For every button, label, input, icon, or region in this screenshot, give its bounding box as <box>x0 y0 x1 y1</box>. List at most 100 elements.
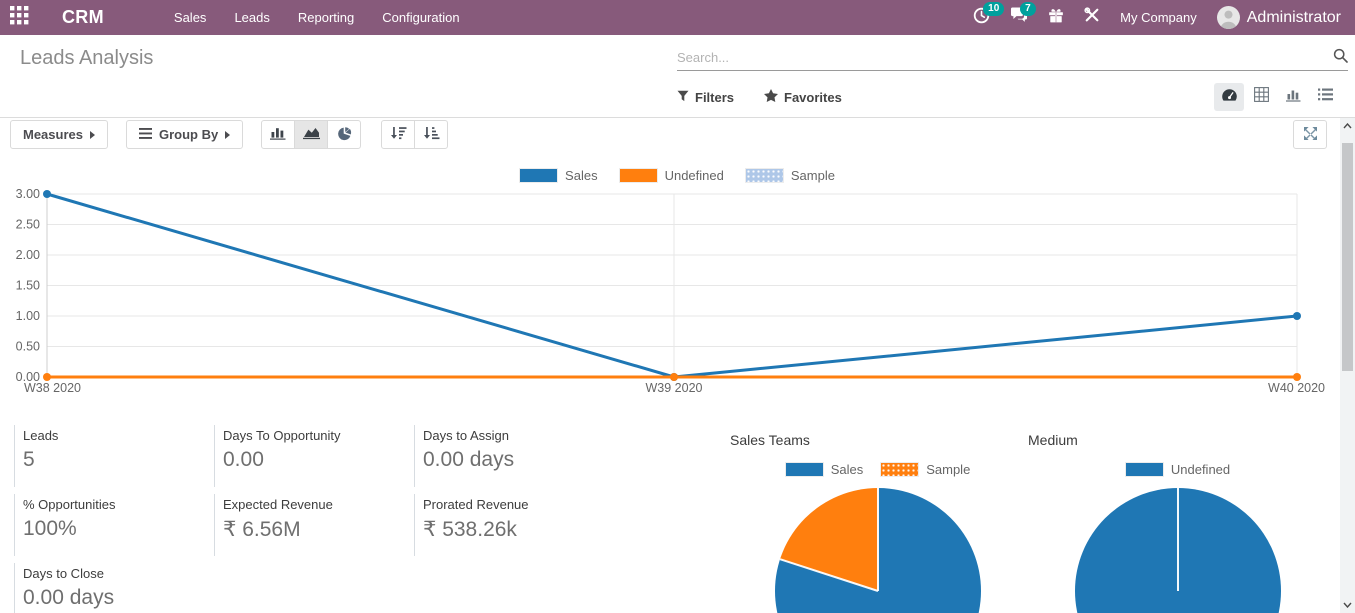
sales-teams-pie[interactable] <box>775 488 981 613</box>
stat-value: 5 <box>23 448 35 471</box>
navbar-menu-reporting[interactable]: Reporting <box>297 10 355 25</box>
sort-amount-desc-icon <box>390 126 407 143</box>
vertical-scrollbar[interactable] <box>1340 118 1355 613</box>
navbar-menu-configuration[interactable]: Configuration <box>382 10 460 25</box>
graph-toolbar: Measures Group By <box>0 118 1340 152</box>
stat-card: Leads 5 <box>14 425 214 487</box>
stat-label: Days to Close <box>23 566 104 581</box>
sort-desc-button[interactable] <box>381 120 416 149</box>
expand-fullscreen-button[interactable] <box>1293 120 1327 149</box>
sales-teams-pie-block: Sales Teams Sales Sample <box>730 432 1026 613</box>
view-list-button[interactable] <box>1310 83 1340 111</box>
search-icon[interactable] <box>1333 48 1348 68</box>
gift-button[interactable] <box>1038 0 1074 35</box>
legend-swatch <box>745 169 783 182</box>
bar-chart-type-button[interactable] <box>261 120 296 149</box>
apps-menu-button[interactable] <box>0 0 38 35</box>
stat-value: 0.00 days <box>23 586 115 609</box>
page-title: Leads Analysis <box>20 47 154 69</box>
pie-legend: Sales Sample <box>730 462 1026 477</box>
legend-label: Sample <box>790 168 835 183</box>
svg-text:1.50: 1.50 <box>16 279 40 293</box>
legend-swatch <box>619 169 657 182</box>
pie-title: Sales Teams <box>730 432 810 448</box>
tools-button[interactable] <box>1074 0 1110 35</box>
scroll-down-arrow[interactable] <box>1340 598 1355 612</box>
caret-right-icon <box>225 130 231 139</box>
stat-value: 100% <box>23 517 77 540</box>
legend-item[interactable]: Sample <box>745 168 835 183</box>
pie-chart-icon <box>337 126 352 144</box>
legend-label: Undefined <box>1170 462 1231 477</box>
pie-slice-divider <box>779 558 879 592</box>
pie-chart-type-button[interactable] <box>327 120 362 149</box>
leads-line-chart[interactable]: Sales Undefined Sample 3.00 2.50 2.00 1.50 1.0… <box>0 150 1355 405</box>
navbar-menu-sales[interactable]: Sales <box>173 10 207 25</box>
legend-swatch <box>881 463 919 476</box>
measures-label: Measures <box>23 127 83 142</box>
stat-card: Expected Revenue ₹ 6.56M <box>214 494 414 556</box>
favorites-button[interactable]: Favorites <box>764 89 842 105</box>
medium-pie[interactable] <box>1075 488 1281 613</box>
message-count-badge: 7 <box>1020 2 1036 16</box>
gift-icon <box>1048 7 1064 28</box>
stat-value: 0.00 <box>223 448 264 471</box>
sort-asc-button[interactable] <box>414 120 449 149</box>
svg-text:W40 2020: W40 2020 <box>1268 381 1325 395</box>
pivot-grid-icon <box>1253 87 1269 107</box>
activities-button[interactable]: 10 <box>963 0 1005 35</box>
company-switcher[interactable]: My Company <box>1120 10 1197 25</box>
legend-swatch <box>1125 463 1163 476</box>
pie-slice-divider <box>877 488 879 591</box>
legend-item[interactable]: Sales <box>520 168 598 183</box>
legend-label: Undefined <box>664 168 724 183</box>
filters-button[interactable]: Filters <box>677 90 734 105</box>
measures-button[interactable]: Measures <box>10 120 108 149</box>
legend-item[interactable]: Sample <box>881 462 970 477</box>
user-name: Administrator <box>1246 8 1341 26</box>
group-by-label: Group By <box>158 127 219 142</box>
stat-value: ₹ 538.26k <box>423 518 517 541</box>
stat-card: Days to Assign 0.00 days <box>414 425 614 487</box>
caret-right-icon <box>89 130 95 139</box>
svg-text:2.00: 2.00 <box>16 248 40 262</box>
messages-button[interactable]: 7 <box>1000 0 1038 35</box>
view-pivot-button[interactable] <box>1246 83 1276 111</box>
view-dashboard-button[interactable] <box>1214 83 1244 111</box>
line-chart-type-button[interactable] <box>294 120 329 149</box>
control-panel-sub: Filters Favorites <box>677 83 1340 111</box>
legend-item[interactable]: Undefined <box>619 168 724 183</box>
stat-label: Expected Revenue <box>223 497 333 512</box>
legend-item[interactable]: Sales <box>785 462 864 477</box>
avatar <box>1216 6 1240 29</box>
stat-value: ₹ 6.56M <box>223 518 301 541</box>
stat-card: Prorated Revenue ₹ 538.26k <box>414 494 614 556</box>
app-brand[interactable]: CRM <box>62 7 104 27</box>
stat-card: % Opportunities 100% <box>14 494 214 556</box>
view-graph-button[interactable] <box>1278 83 1308 111</box>
navbar-menu-leads[interactable]: Leads <box>234 10 270 25</box>
scrollbar-thumb[interactable] <box>1342 143 1353 371</box>
arrows-expand-icon <box>1303 126 1318 144</box>
filters-label: Filters <box>695 89 735 105</box>
scroll-up-arrow[interactable] <box>1340 119 1355 133</box>
stat-card: Days to Close 0.00 days <box>14 563 214 613</box>
svg-text:0.00: 0.00 <box>16 370 40 384</box>
search-input[interactable] <box>677 50 1333 65</box>
bar-chart-icon <box>270 126 286 143</box>
legend-item[interactable]: Undefined <box>1125 462 1231 477</box>
navbar-menus: Sales Leads Reporting Configuration <box>160 0 474 35</box>
stat-card: Days To Opportunity 0.00 <box>214 425 414 487</box>
sort-amount-asc-icon <box>423 126 440 143</box>
group-by-button[interactable]: Group By <box>125 120 244 149</box>
legend-label: Sales <box>830 462 864 477</box>
user-menu[interactable]: Administrator <box>1207 6 1345 29</box>
sort-group <box>381 120 449 149</box>
svg-text:W39 2020: W39 2020 <box>646 381 703 395</box>
tachometer-icon <box>1221 88 1238 107</box>
pie-slice-divider <box>1177 488 1179 591</box>
legend-swatch <box>785 463 823 476</box>
medium-pie-block: Medium Undefined <box>1028 432 1328 613</box>
